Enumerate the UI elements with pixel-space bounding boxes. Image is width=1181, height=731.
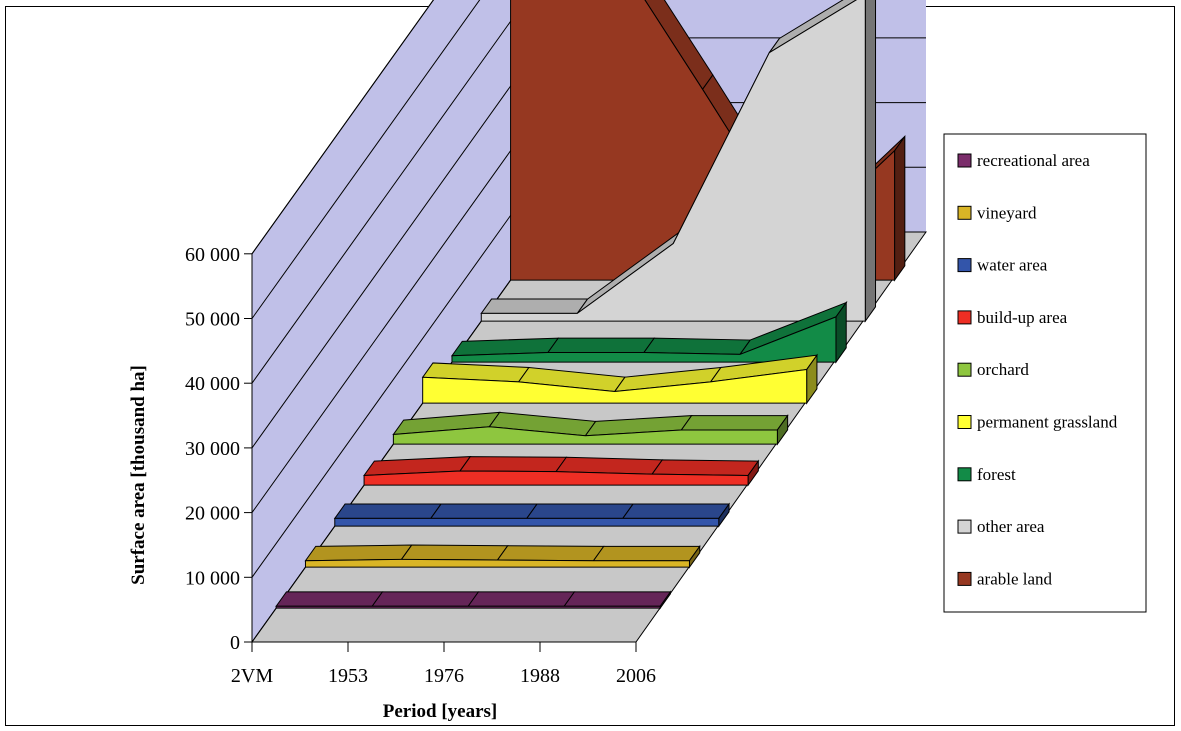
legend-swatch [957, 153, 972, 168]
x-tick-label: 1976 [424, 665, 464, 687]
legend-item-arable-land: arable land [957, 569, 1053, 588]
ribbon-face [392, 426, 778, 445]
ribbon-face [480, 0, 866, 322]
legend-item-permanent-grassland: permanent grassland [957, 413, 1118, 432]
legend-item-water-area: water area [957, 256, 1048, 275]
series-recreational-area [275, 590, 672, 610]
ribbon-top [621, 503, 730, 519]
ribbon-top [592, 545, 701, 562]
ribbon-top [651, 459, 760, 476]
legend-label: other area [977, 517, 1045, 536]
legend-swatch [957, 519, 972, 534]
x-axis-title: Period [years] [383, 701, 497, 722]
ribbon-top [304, 544, 413, 562]
ribbon-end [864, 0, 877, 323]
x-tick-label: 1988 [520, 665, 560, 687]
legend-swatch [957, 310, 972, 325]
y-axis: 0 10 000 20 000 30 000 40 000 50 000 60 000 [185, 244, 252, 654]
ribbon-top [429, 503, 538, 519]
legend-item-build-up-area: build-up area [957, 308, 1068, 327]
y-axis-title: Surface area [thousand ha] [128, 365, 149, 585]
legend-swatch [957, 571, 972, 586]
y-tick-label: 30 000 [185, 438, 240, 460]
y-tick-label: 10 000 [185, 567, 240, 589]
gridline-side [251, 37, 546, 449]
series-orchard [392, 411, 789, 446]
legend-item-vineyard: vineyard [957, 203, 1037, 222]
legend-swatch [957, 258, 972, 273]
ribbon-face [363, 470, 749, 486]
series-other-area [480, 0, 877, 323]
y-tick-label: 0 [230, 632, 240, 654]
ribbon-top [563, 591, 672, 607]
y-tick-label: 50 000 [185, 309, 240, 331]
legend-label: orchard [977, 360, 1029, 379]
legend-box [943, 133, 1147, 613]
y-tick-label: 20 000 [185, 503, 240, 525]
ribbon-top [643, 337, 752, 355]
ribbon-top [680, 415, 789, 431]
y-tick-label: 40 000 [185, 373, 240, 395]
legend-item-orchard: orchard [957, 360, 1029, 379]
legend-label: permanent grassland [977, 413, 1118, 432]
ribbon-top [480, 298, 589, 314]
ribbon-top [467, 591, 576, 607]
series-water-area [333, 502, 730, 528]
ribbon-top [371, 591, 480, 607]
ribbon-face [304, 558, 690, 568]
legend-label: forest [977, 465, 1016, 484]
y-tick-label: 60 000 [185, 244, 240, 266]
x-tick-label: 2006 [616, 665, 656, 687]
gridline-side [251, 102, 546, 513]
ribbon-end [894, 134, 906, 282]
series-permanent-grassland [421, 353, 819, 405]
series-build-up-area [363, 456, 760, 487]
legend-swatch [957, 467, 972, 482]
gridline-side [251, 167, 546, 578]
ribbon-face [275, 605, 661, 609]
ribbon-top [275, 591, 384, 607]
x-tick-label: 2VM [231, 665, 273, 687]
series-vineyard [304, 544, 701, 569]
legend-item-recreational-area: recreational area [957, 151, 1090, 170]
ribbon-top [496, 545, 605, 562]
series-forest [450, 300, 848, 364]
legend-item-forest: forest [957, 465, 1016, 484]
legend: recreational area vineyard water area build… [943, 133, 1147, 613]
ribbon-top [459, 456, 568, 473]
ribbon-top [333, 503, 442, 519]
ribbon-top [547, 337, 656, 353]
x-tick-label: 1953 [328, 665, 368, 687]
legend-swatch [957, 205, 972, 220]
gridline-side [251, 0, 481, 319]
legend-label: vineyard [977, 203, 1037, 222]
legend-label: recreational area [977, 151, 1090, 170]
ribbon-face [334, 517, 720, 527]
legend-label: build-up area [977, 308, 1068, 327]
gridline-side [251, 0, 434, 255]
gridline-side [251, 0, 527, 384]
ribbon-top [400, 544, 509, 561]
legend-swatch [957, 362, 972, 377]
legend-swatch [957, 415, 972, 429]
ribbon-face [422, 368, 808, 404]
series-layer [275, 0, 906, 610]
ribbon-top [525, 503, 634, 519]
legend-label: water area [977, 256, 1048, 275]
legend-item-other-area: other area [957, 517, 1045, 536]
legend-label: arable land [977, 569, 1053, 588]
x-axis: 2VM 1953 1976 1988 2006 [231, 641, 656, 687]
